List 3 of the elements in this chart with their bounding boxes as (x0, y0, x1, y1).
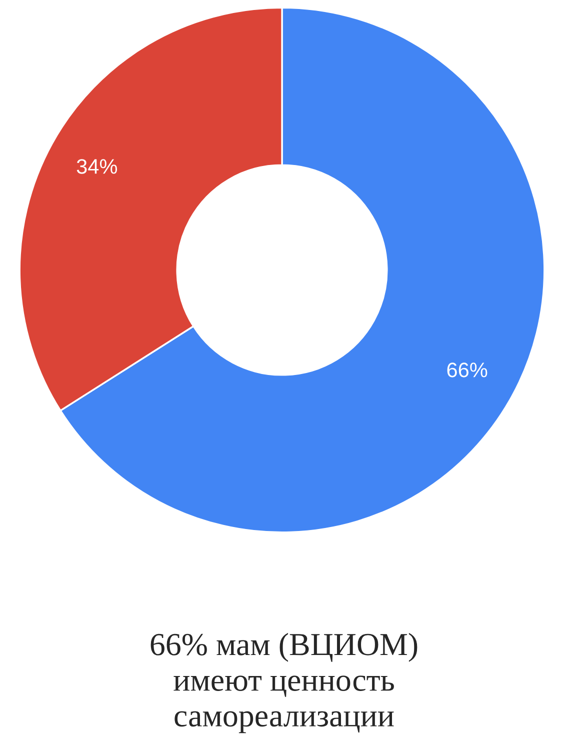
data-label: 34% (76, 159, 118, 174)
text: 66% мам (ВЦИОМ) имеют ценность самореализации (150, 632, 418, 734)
data-label: 66% (447, 362, 488, 378)
